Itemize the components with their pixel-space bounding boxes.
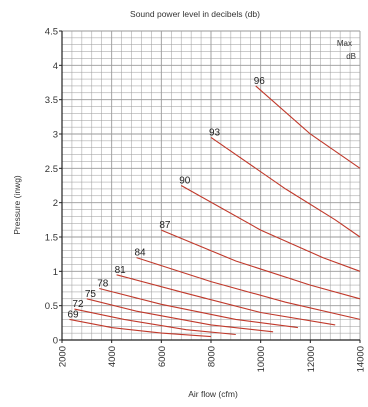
y-tick-label: 0: [53, 336, 58, 347]
series-line-93: [210, 136, 361, 238]
series-label-96: 96: [254, 76, 266, 87]
y-tick-label: 1: [53, 267, 58, 278]
series-line-96: [255, 85, 361, 169]
y-tick-label: 0.5: [45, 301, 58, 312]
series-label-69: 69: [67, 309, 79, 320]
y-axis-label: Pressure (inwg): [12, 175, 22, 235]
axes: [59, 30, 361, 343]
x-tick-label: 8000: [207, 346, 218, 367]
y-tick-label: 2: [53, 198, 58, 209]
y-tick-label: 4: [53, 61, 58, 72]
series-line-72: [74, 308, 236, 336]
series-line-90: [180, 185, 361, 272]
x-tick-label: 4000: [107, 346, 118, 367]
series-label-75: 75: [85, 289, 97, 300]
series-line-87: [161, 229, 361, 300]
corner-label-max: Max: [337, 39, 352, 48]
y-tick-label: 3: [53, 130, 58, 141]
series-label-78: 78: [97, 279, 109, 290]
series-label-93: 93: [209, 127, 221, 138]
series-label-72: 72: [72, 299, 84, 310]
series-line-81: [116, 274, 336, 326]
series-line-84: [136, 257, 361, 320]
x-tick-label: 6000: [157, 346, 168, 367]
x-tick-label: 2000: [58, 346, 69, 367]
chart-title: Sound power level in decibels (db): [130, 9, 260, 19]
x-tick-label: 12000: [306, 346, 317, 372]
y-tick-label: 2.5: [45, 164, 58, 175]
x-tick-label: 14000: [356, 346, 367, 372]
series-label-84: 84: [135, 248, 147, 259]
corner-label-db: dB: [346, 52, 356, 61]
series-line-78: [99, 287, 298, 329]
y-tick-label: 4.5: [45, 27, 58, 38]
series-label-81: 81: [115, 265, 127, 276]
series-label-87: 87: [159, 220, 171, 231]
series-line-75: [86, 298, 274, 333]
series-lines: [69, 85, 361, 338]
series-line-69: [69, 318, 212, 338]
tick-labels: 0 0.5 1 1.5 2 2.5 3 3.5 4 4.5 2000 4000 6000 8000 1000…: [45, 27, 367, 373]
x-axis-label: Air flow (cfm): [188, 389, 238, 399]
x-tick-label: 10000: [256, 346, 267, 372]
y-tick-label: 3.5: [45, 95, 58, 106]
grid: [61, 30, 361, 341]
y-tick-label: 1.5: [45, 233, 58, 244]
series-label-90: 90: [179, 176, 191, 187]
